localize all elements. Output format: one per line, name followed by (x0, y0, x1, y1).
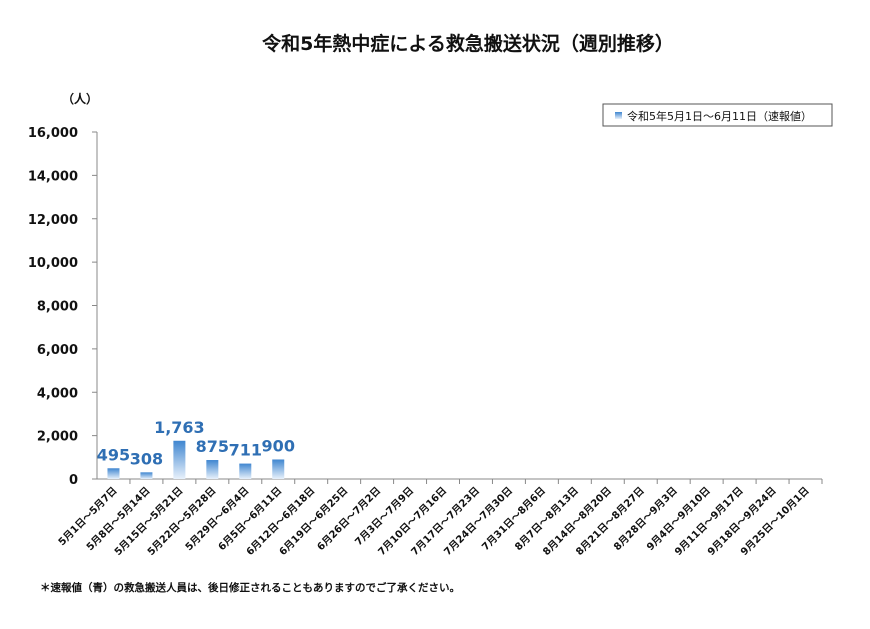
legend-label: 令和5年5月1日～6月11日（速報値） (627, 109, 812, 123)
bar (239, 463, 252, 479)
x-tick-label: 7月31日～8月6日 (480, 485, 548, 553)
y-tick-label: 6,000 (37, 343, 78, 358)
x-tick-label: 8月7日～8月13日 (513, 485, 581, 553)
x-tick-label: 6月26日～7月2日 (315, 485, 383, 553)
y-axis-label: （人） (62, 91, 98, 106)
data-label: 495 (97, 445, 130, 464)
bar (107, 468, 120, 479)
chart-title: 令和5年熱中症による救急搬送状況（週別推移） (262, 32, 674, 55)
x-tick-label: 6月5日～6月11日 (216, 485, 284, 553)
bar (272, 459, 285, 479)
footnote: ＊速報値（青）の救急搬送人員は、後日修正されることもありますのでご了承ください。 (40, 581, 460, 594)
x-tick-label: 5月8日～5月14日 (84, 485, 152, 553)
data-label: 900 (262, 436, 295, 455)
y-tick-label: 8,000 (37, 300, 78, 315)
x-tick-label: 8月28日～9月3日 (611, 485, 679, 553)
y-tick-label: 4,000 (37, 386, 78, 401)
y-tick-label: 14,000 (28, 169, 78, 184)
bar (206, 460, 219, 479)
y-tick-label: 10,000 (28, 256, 78, 271)
x-tick-label: 9月4日～9月10日 (644, 485, 712, 553)
bar (173, 440, 186, 479)
legend: 令和5年5月1日～6月11日（速報値） (602, 103, 833, 127)
x-tick-label: 7月3日～7月9日 (353, 485, 417, 549)
bar (140, 472, 153, 479)
y-tick-label: 2,000 (37, 430, 78, 445)
x-tick-label: 5月29日～6月4日 (183, 485, 251, 553)
data-label: 1,763 (154, 418, 205, 437)
y-tick-label: 16,000 (28, 126, 78, 141)
y-tick-label: 0 (69, 473, 78, 488)
data-label: 308 (130, 449, 163, 468)
x-tick-label: 5月1日～5月7日 (56, 485, 120, 549)
legend-swatch (615, 112, 622, 119)
data-label: 875 (196, 437, 229, 456)
data-label: 711 (229, 441, 262, 460)
y-tick-label: 12,000 (28, 213, 78, 228)
